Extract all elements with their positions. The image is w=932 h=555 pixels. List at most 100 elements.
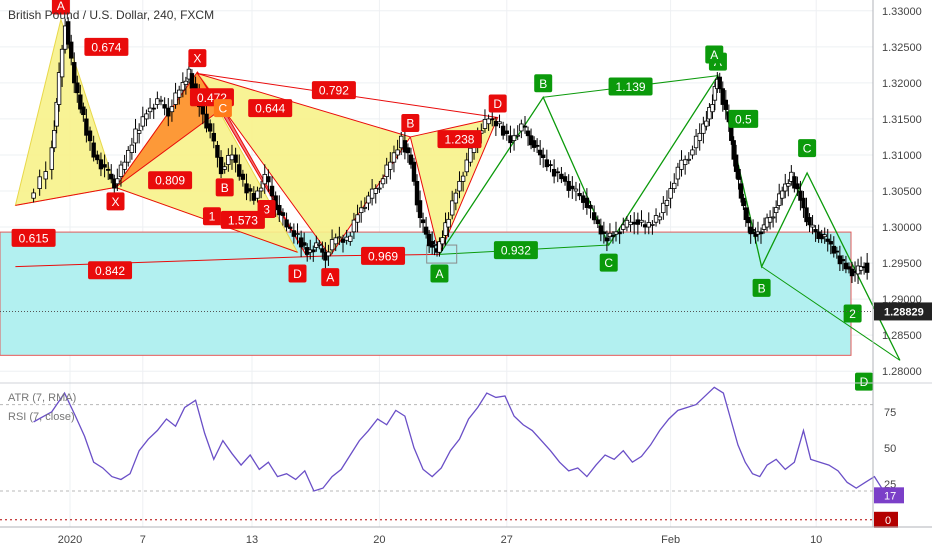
- pattern-label: B: [752, 278, 771, 297]
- candle-body: [362, 206, 368, 209]
- candle-body: [573, 188, 579, 192]
- candle-body: [610, 235, 616, 237]
- candle-body: [566, 180, 571, 191]
- pattern-label: A: [430, 264, 449, 283]
- candle-body: [780, 190, 785, 199]
- pattern-label-text: B: [406, 116, 414, 130]
- candle-body: [864, 262, 870, 273]
- candle-body: [682, 159, 688, 165]
- candle-body: [426, 233, 432, 247]
- candle-body: [515, 134, 520, 137]
- candle-body: [126, 149, 131, 163]
- candle-body: [468, 147, 473, 163]
- candle-body: [675, 166, 681, 180]
- candle-body: [266, 176, 271, 183]
- pattern-label-text: 0.809: [155, 174, 185, 188]
- candle-body: [601, 231, 607, 234]
- pattern-green-box: [426, 244, 458, 264]
- candle-body: [562, 176, 568, 182]
- pattern-label-box: [855, 372, 873, 391]
- candle-body: [183, 80, 189, 85]
- candle-body: [37, 176, 42, 189]
- pattern-label: D: [855, 372, 873, 391]
- pattern-label: 0.932: [493, 241, 538, 260]
- candle-body: [169, 106, 175, 113]
- candle-body: [551, 168, 557, 177]
- candle-body: [258, 187, 264, 192]
- pattern-label-box: [84, 37, 129, 56]
- candle-body: [804, 207, 809, 223]
- candle-body: [624, 219, 630, 228]
- candle-body: [798, 190, 803, 201]
- pattern-label: 0.644: [248, 99, 293, 118]
- candle-body: [317, 243, 322, 246]
- rsi-tick-label: 75: [884, 407, 896, 419]
- candle-body: [813, 229, 818, 233]
- candle-body: [408, 154, 414, 165]
- price-tick-label: 1.28000: [882, 366, 922, 378]
- candle-body: [391, 152, 397, 163]
- candle-body: [102, 164, 107, 168]
- candle-body: [746, 217, 751, 224]
- candle-body: [697, 132, 702, 141]
- candle-body: [420, 219, 426, 224]
- chart-title: British Pound / U.S. Dollar, 240, FXCM: [8, 8, 215, 22]
- pattern-label: C: [599, 253, 618, 272]
- candle-body: [639, 219, 644, 223]
- candle-body: [106, 168, 111, 171]
- pattern-label: B: [401, 113, 420, 132]
- candle-body: [773, 207, 779, 214]
- pattern-label: 0.792: [311, 81, 356, 100]
- candle-body: [291, 230, 297, 237]
- candle-body: [581, 195, 586, 203]
- time-tick-label: 2020: [58, 534, 82, 546]
- candle-body: [584, 197, 590, 208]
- pattern-label-text: C: [604, 256, 613, 270]
- pattern-label-text: C: [219, 102, 228, 116]
- pattern-label-text: B: [221, 181, 229, 195]
- pattern-label-text: D: [293, 267, 302, 281]
- pattern-label-box: [798, 139, 817, 158]
- candle-body: [657, 216, 662, 221]
- candle-body: [366, 195, 371, 204]
- pattern-label-box: [248, 99, 293, 118]
- pattern-label: B: [215, 178, 234, 197]
- candle-body: [807, 217, 812, 226]
- last-price-text: 1.28829: [884, 306, 924, 318]
- pattern-label-box: [202, 207, 221, 226]
- price-tick-label: 1.28500: [882, 330, 922, 342]
- candle-body: [301, 242, 307, 246]
- price-tick-label: 1.31500: [882, 114, 922, 126]
- pattern-label: 1.139: [608, 77, 653, 96]
- candle-body: [87, 130, 93, 142]
- candle-body: [49, 147, 54, 170]
- pattern-label-box: [430, 264, 449, 283]
- atr-label: ATR (7, RMA): [8, 392, 77, 404]
- candle-body: [690, 149, 695, 156]
- pattern-label-text: A: [710, 48, 718, 62]
- time-tick-label: 20: [373, 534, 385, 546]
- price-tick-label: 1.32000: [882, 78, 922, 90]
- candle-body: [457, 180, 462, 192]
- pattern-label-text: 0.969: [368, 249, 398, 263]
- candle-body: [56, 72, 62, 105]
- candle-body: [98, 159, 104, 170]
- candle-body: [176, 89, 182, 98]
- candle-body: [344, 236, 349, 241]
- candle-body: [531, 140, 537, 148]
- candle-body: [255, 190, 260, 199]
- candle-body: [642, 224, 648, 228]
- pattern-label-text: 0.644: [255, 102, 285, 116]
- candle-body: [795, 183, 800, 190]
- time-tick-label: 27: [501, 534, 513, 546]
- price-tick-label: 1.30000: [882, 222, 922, 234]
- pattern-label-text: 0.615: [19, 231, 49, 245]
- pattern-mid-extension: [15, 255, 331, 268]
- candle-body: [233, 154, 238, 163]
- rsi-label: RSI (7, close): [8, 411, 75, 423]
- candle-body: [75, 82, 80, 94]
- price-tick-label: 1.31000: [882, 150, 922, 162]
- time-tick-label: 10: [810, 534, 822, 546]
- candle-body: [211, 132, 216, 142]
- candle-body: [284, 219, 289, 228]
